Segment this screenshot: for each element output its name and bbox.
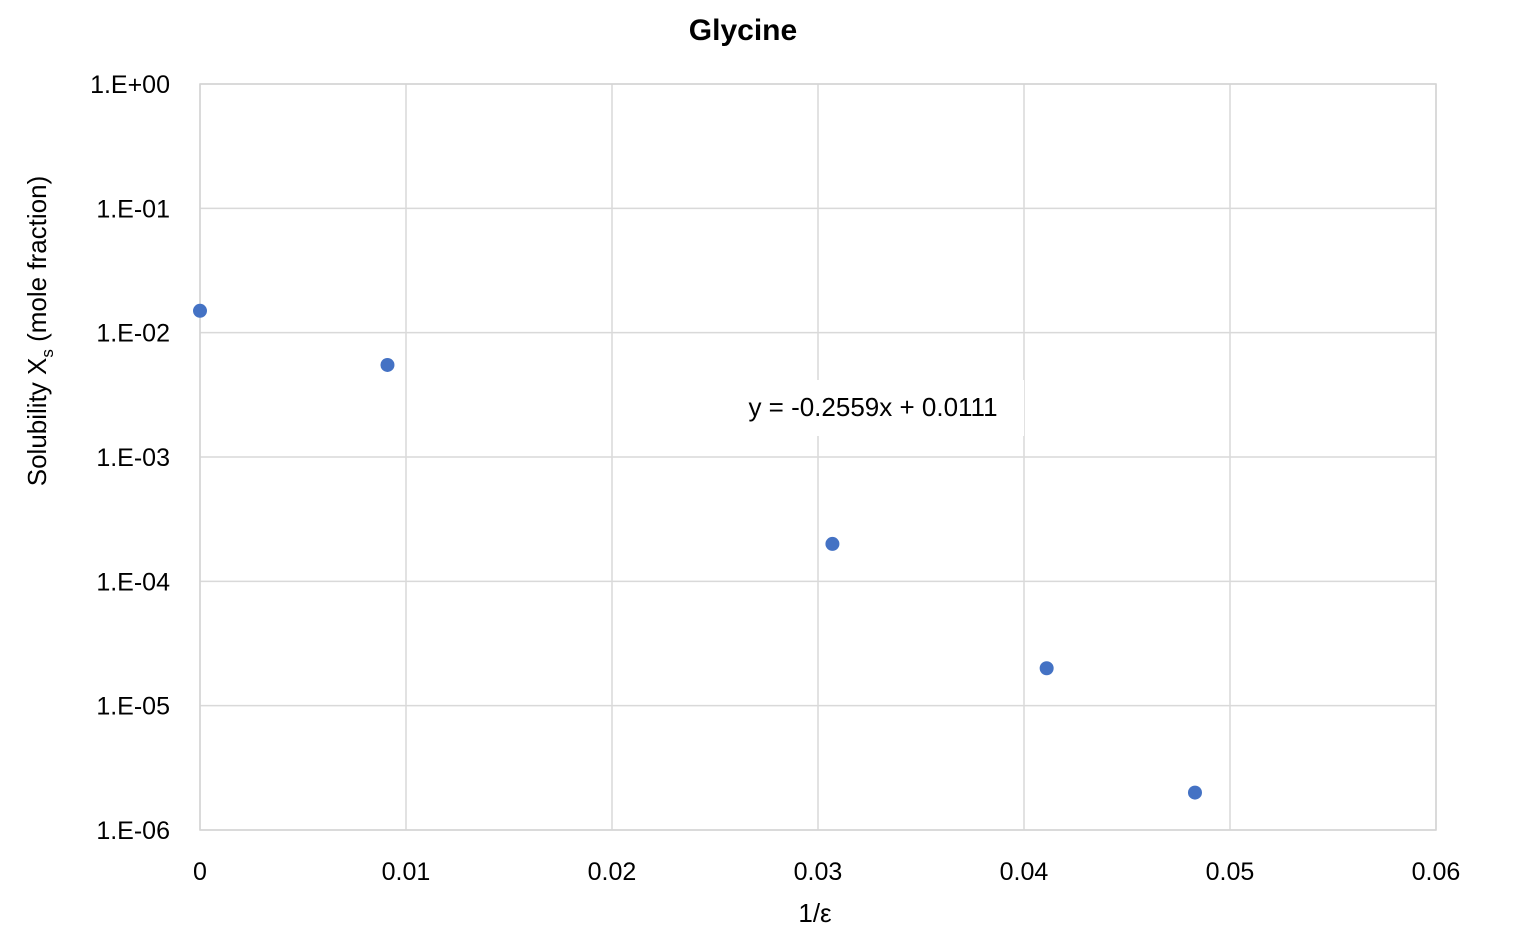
data-point	[380, 357, 395, 372]
x-tick-label: 0.02	[588, 858, 637, 886]
y-axis-label: Solubility Xs (mole fraction)	[22, 176, 57, 487]
plot-area-border	[199, 83, 1437, 831]
annotation-background	[722, 380, 1024, 436]
data-point	[1187, 785, 1202, 800]
y-tick-label: 1.E+00	[90, 71, 170, 99]
data-point	[825, 536, 840, 551]
x-tick-label: 0.06	[1412, 858, 1461, 886]
trendline-equation: y = -0.2559x + 0.0111	[748, 392, 997, 422]
x-tick-label: 0.05	[1206, 858, 1255, 886]
y-axis-label-subscript: s	[38, 349, 57, 358]
y-tick-label: 1.E-03	[96, 444, 170, 472]
y-axis-label-main: Solubility X	[22, 358, 52, 487]
x-tick-label: 0	[193, 858, 207, 886]
x-tick-label: 0.03	[794, 858, 843, 886]
x-tick-label: 0.01	[382, 858, 431, 886]
y-axis-label-suffix: (mole fraction)	[22, 176, 52, 349]
y-tick-label: 1.E-02	[96, 320, 170, 348]
data-points	[193, 303, 1202, 800]
x-tick-label: 0.04	[1000, 858, 1049, 886]
x-axis-label: 1/ε	[798, 898, 832, 928]
y-tick-label: 1.E-01	[96, 195, 170, 223]
data-point	[1039, 661, 1054, 676]
grid	[199, 83, 1437, 831]
data-point	[193, 303, 207, 318]
tick-labels: 0 0.01 0.02 0.03 0.04 0.05 0.06 1.E-06 1.E-05 1.E…	[90, 71, 1460, 886]
y-tick-label: 1.E-05	[96, 693, 170, 721]
chart-title: Glycine	[689, 14, 797, 47]
y-tick-label: 1.E-04	[96, 568, 170, 596]
y-tick-label: 1.E-06	[96, 817, 170, 845]
